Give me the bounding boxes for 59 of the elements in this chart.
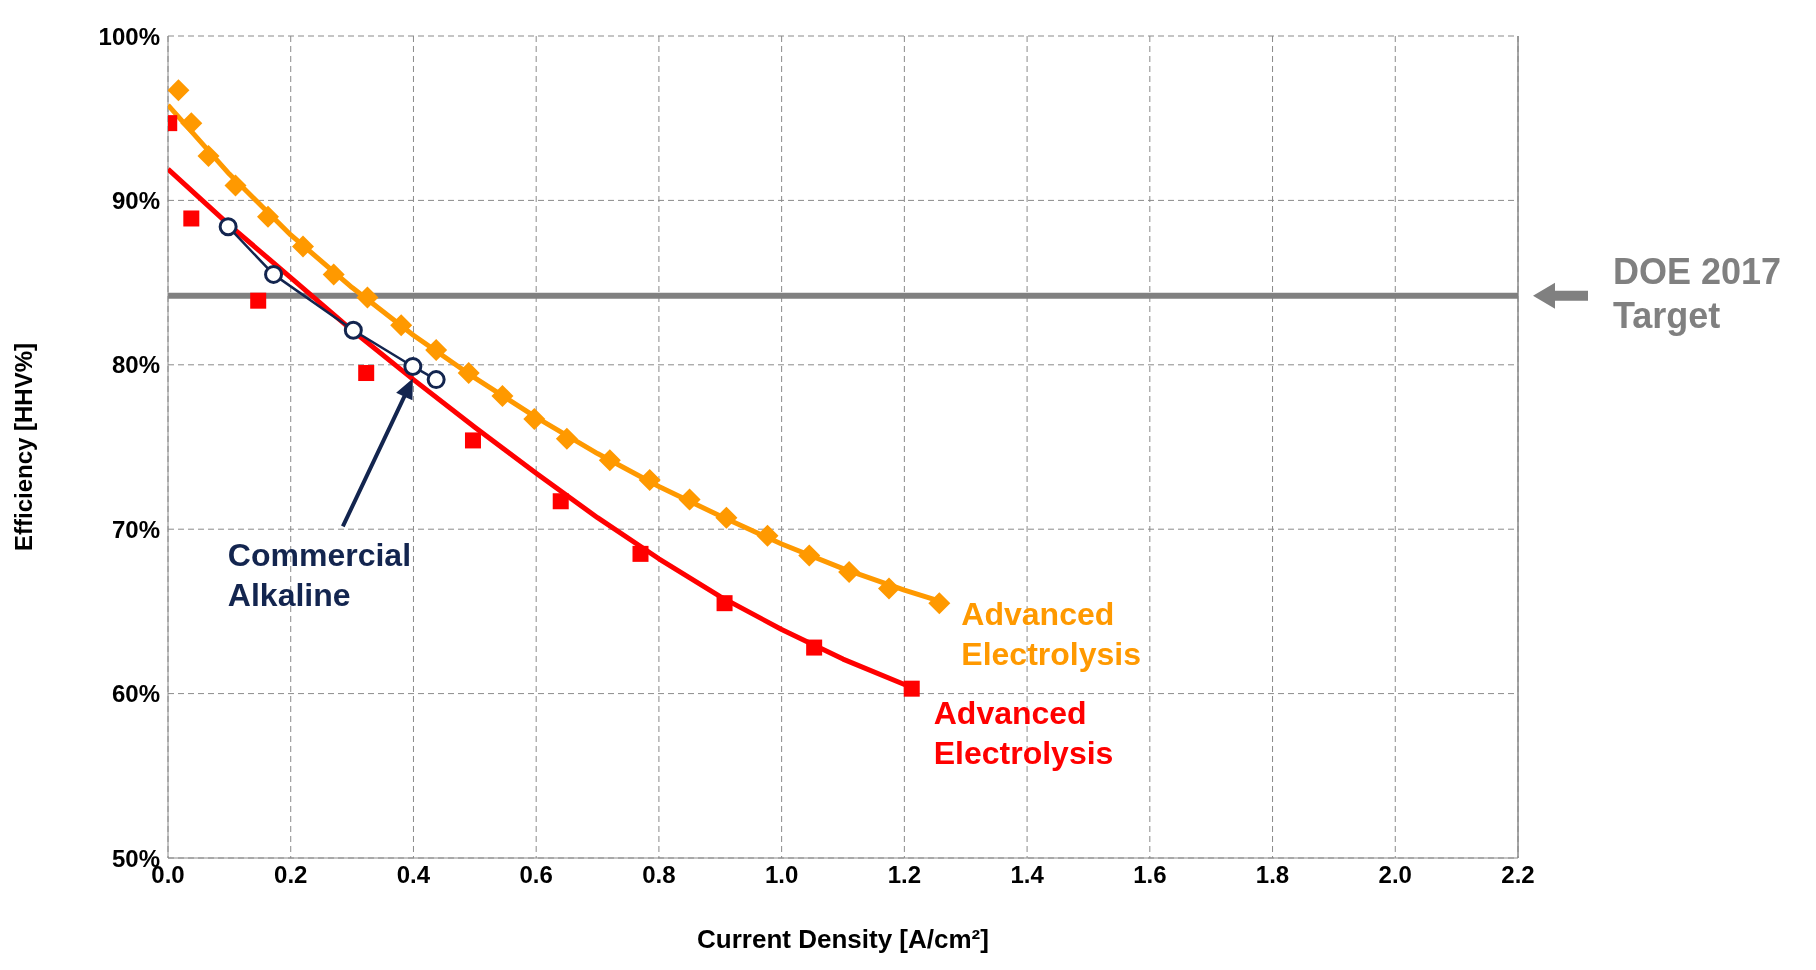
point bbox=[322, 263, 345, 286]
point bbox=[806, 639, 823, 656]
y-tick-label: 100% bbox=[98, 22, 160, 50]
point bbox=[390, 314, 413, 337]
point bbox=[425, 339, 448, 361]
x-tick-label: 1.8 bbox=[1255, 861, 1290, 889]
y-axis-title: Efficiency [HHV%] bbox=[9, 342, 37, 552]
point bbox=[180, 112, 203, 135]
point bbox=[903, 680, 920, 697]
point bbox=[716, 595, 733, 612]
point bbox=[224, 174, 247, 197]
text: Commercial Alkaline bbox=[227, 537, 412, 614]
x-tick-label: 1.4 bbox=[1010, 861, 1045, 889]
point bbox=[464, 432, 481, 449]
point bbox=[197, 145, 220, 168]
x-tick-label: 0.2 bbox=[274, 861, 308, 889]
point bbox=[491, 385, 514, 408]
point bbox=[632, 545, 649, 562]
x-tick-label: 0.6 bbox=[519, 861, 553, 889]
x-tick-label: 1.6 bbox=[1133, 861, 1167, 889]
y-tick-label: 60% bbox=[111, 680, 160, 708]
point bbox=[343, 320, 363, 340]
series-label: Advanced Electrolysis bbox=[961, 596, 1141, 673]
point bbox=[598, 449, 621, 472]
point bbox=[250, 292, 267, 309]
point bbox=[183, 210, 200, 227]
x-tick-label: 1.2 bbox=[887, 861, 922, 889]
point bbox=[457, 362, 480, 385]
ref-line-label: DOE 2017 Target bbox=[1613, 250, 1782, 336]
point bbox=[756, 524, 779, 547]
point bbox=[838, 560, 861, 583]
point bbox=[715, 506, 738, 529]
series-label: Advanced Electrolysis bbox=[933, 694, 1114, 771]
x-tick-label: 2.2 bbox=[1501, 861, 1535, 889]
point bbox=[257, 205, 280, 228]
point bbox=[426, 370, 446, 390]
point bbox=[264, 264, 284, 284]
point bbox=[218, 217, 238, 237]
point bbox=[678, 488, 701, 511]
point bbox=[403, 356, 423, 376]
point bbox=[552, 493, 569, 510]
point bbox=[928, 592, 951, 615]
point bbox=[798, 544, 821, 567]
point bbox=[638, 468, 661, 491]
point bbox=[292, 235, 314, 258]
point bbox=[555, 427, 578, 450]
point bbox=[878, 577, 901, 600]
point bbox=[358, 365, 375, 382]
x-tick-label: 0.8 bbox=[642, 861, 676, 889]
point bbox=[356, 286, 379, 309]
point bbox=[523, 408, 546, 431]
x-tick-label: 2.0 bbox=[1378, 861, 1412, 889]
x-tick-label: 0.4 bbox=[396, 861, 431, 889]
y-tick-label: 90% bbox=[111, 186, 160, 214]
x-axis-title: Current Density [A/cm²] bbox=[697, 924, 989, 954]
y-tick-label: 80% bbox=[111, 351, 160, 379]
y-tick-label: 70% bbox=[111, 515, 160, 543]
point bbox=[168, 79, 190, 102]
x-tick-label: 1.0 bbox=[764, 861, 799, 889]
